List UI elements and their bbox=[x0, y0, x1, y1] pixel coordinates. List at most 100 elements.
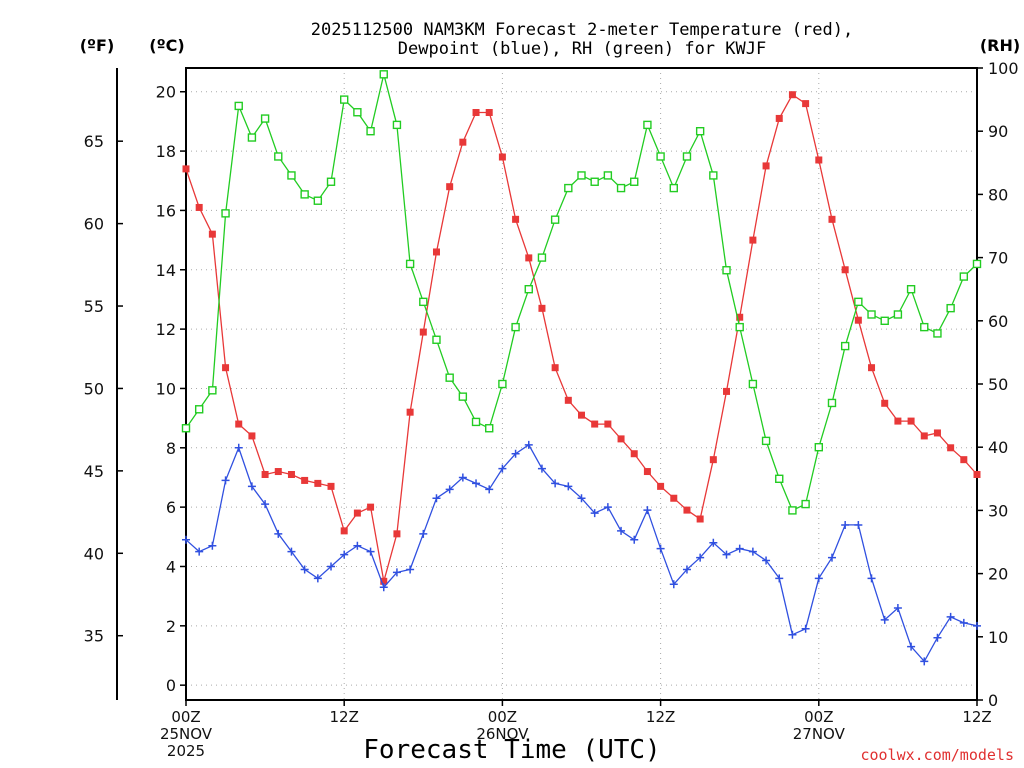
dewpoint-point bbox=[722, 550, 731, 559]
dewpoint-point bbox=[775, 574, 784, 583]
time-tick-label: 2025 bbox=[167, 742, 205, 760]
rh-tick-label: 70 bbox=[988, 249, 1008, 268]
plot-frame bbox=[185, 67, 978, 701]
rh-point bbox=[458, 392, 468, 401]
rh-tick-label: 90 bbox=[988, 122, 1008, 141]
dewpoint-point bbox=[788, 630, 797, 639]
rh-point bbox=[379, 70, 388, 79]
rh-point bbox=[405, 259, 415, 269]
temperature-point bbox=[578, 411, 585, 419]
temperature-point bbox=[907, 417, 915, 425]
dewpoint-point bbox=[313, 574, 322, 583]
rh-point bbox=[326, 177, 336, 186]
dewpoint-point bbox=[827, 553, 836, 562]
x-axis-label: Forecast Time (UTC) bbox=[363, 735, 660, 765]
temperature-point bbox=[591, 420, 599, 428]
rh-point bbox=[630, 177, 639, 186]
temperature-point bbox=[736, 313, 744, 321]
temperature-point bbox=[353, 509, 361, 517]
rh-point bbox=[748, 379, 758, 389]
series-temperature bbox=[182, 91, 981, 585]
rh-point bbox=[788, 506, 797, 515]
rh-unit-label: (RH) bbox=[980, 36, 1020, 55]
rh-tick-label: 80 bbox=[988, 185, 1008, 204]
dewpoint-point bbox=[327, 562, 336, 571]
rh-point bbox=[959, 272, 969, 281]
temperature-line bbox=[185, 93, 978, 582]
dewpoint-point bbox=[221, 476, 230, 485]
rh-point bbox=[498, 379, 507, 389]
rh-point bbox=[234, 101, 243, 111]
dewpoint-point bbox=[524, 440, 533, 449]
celsius-tick-label: 4 bbox=[166, 557, 176, 576]
grid-lines bbox=[185, 68, 978, 700]
rh-point bbox=[287, 171, 296, 180]
credit-link[interactable]: coolwx.com/models bbox=[860, 746, 1014, 764]
dewpoint-point bbox=[709, 538, 718, 547]
celsius-tick-label: 16 bbox=[156, 201, 176, 220]
fahrenheit-tick-label: 60 bbox=[84, 215, 104, 234]
temperature-point bbox=[459, 138, 467, 146]
rh-point bbox=[920, 322, 929, 332]
dewpoint-point bbox=[893, 604, 902, 613]
time-tick-label: 12Z bbox=[330, 708, 359, 726]
temperature-point bbox=[446, 183, 454, 191]
temperature-point bbox=[367, 503, 375, 511]
rh-point bbox=[260, 114, 270, 123]
temperature-point bbox=[235, 420, 243, 428]
dewpoint-point bbox=[841, 520, 850, 529]
fahrenheit-axis: 35 40 45 50 55 60 65 bbox=[84, 132, 123, 646]
temperature-point bbox=[208, 230, 216, 238]
dewpoint-point bbox=[696, 553, 705, 562]
time-tick-label: 00Z bbox=[488, 708, 517, 726]
celsius-tick-label: 14 bbox=[156, 261, 176, 280]
dewpoint-point bbox=[379, 583, 388, 592]
temperature-point bbox=[498, 153, 506, 161]
dewpoint-point bbox=[946, 612, 955, 621]
dewpoint-point bbox=[432, 494, 441, 503]
dewpoint-point bbox=[973, 621, 981, 630]
celsius-unit-label: (ºC) bbox=[149, 36, 184, 55]
dewpoint-point bbox=[669, 580, 678, 589]
temperature-point bbox=[314, 479, 322, 487]
fahrenheit-tick-label: 50 bbox=[84, 379, 104, 398]
fahrenheit-tick-label: 40 bbox=[84, 544, 104, 563]
rh-point bbox=[247, 133, 257, 142]
temperature-point bbox=[868, 364, 876, 372]
temperature-point bbox=[195, 203, 203, 211]
temperature-point bbox=[933, 429, 941, 437]
dewpoint-point bbox=[537, 464, 546, 473]
temperature-point bbox=[643, 468, 651, 476]
temperature-point bbox=[670, 494, 678, 502]
time-tick-label: 12Z bbox=[646, 708, 675, 726]
rh-point bbox=[867, 310, 876, 319]
rh-tick-label: 10 bbox=[988, 628, 1008, 647]
dewpoint-point bbox=[854, 520, 863, 529]
temperature-point bbox=[696, 515, 704, 523]
dewpoint-point bbox=[300, 565, 309, 574]
rh-point bbox=[933, 329, 942, 338]
rh-point bbox=[445, 373, 454, 382]
rh-point bbox=[801, 499, 810, 509]
rh-point bbox=[524, 285, 533, 294]
rh-point bbox=[682, 152, 692, 161]
temperature-point bbox=[301, 476, 309, 484]
series-layer bbox=[181, 70, 982, 666]
rh-point bbox=[577, 171, 586, 180]
chart-title-line-1: 2025112500 NAM3KM Forecast 2-meter Tempe… bbox=[311, 20, 853, 40]
temperature-point bbox=[327, 482, 335, 490]
rh-tick-label: 50 bbox=[988, 375, 1008, 394]
rh-point bbox=[550, 215, 560, 224]
temperature-point bbox=[630, 450, 638, 458]
dewpoint-point bbox=[735, 544, 744, 553]
temperature-point bbox=[472, 109, 480, 117]
temperature-point bbox=[604, 420, 612, 428]
chart-title: 2025112500 NAM3KM Forecast 2-meter Tempe… bbox=[311, 20, 853, 59]
dewpoint-point bbox=[182, 535, 190, 544]
temperature-point bbox=[815, 156, 823, 164]
fahrenheit-tick-label: 65 bbox=[84, 132, 104, 151]
rh-point bbox=[181, 424, 191, 433]
rh-point bbox=[840, 341, 850, 351]
